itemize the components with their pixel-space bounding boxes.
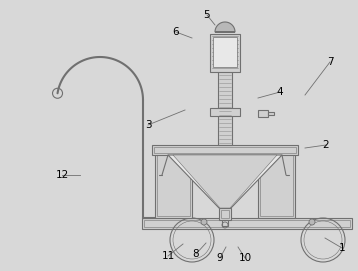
Bar [152,145,298,155]
Text: 10: 10 [238,253,252,263]
Bar [144,220,350,227]
Bar [142,218,352,229]
Bar [260,152,293,216]
Bar [258,150,295,218]
Circle shape [309,219,315,225]
Polygon shape [215,22,235,32]
Bar [157,152,190,216]
Bar [268,112,274,115]
Polygon shape [168,155,282,208]
Text: 3: 3 [145,120,151,130]
Text: 9: 9 [217,253,223,263]
Circle shape [201,219,207,225]
Text: 2: 2 [323,140,329,150]
Text: 12: 12 [55,170,69,180]
Text: 4: 4 [277,87,283,97]
Bar [154,147,296,153]
Text: 6: 6 [173,27,179,37]
Text: 5: 5 [204,10,210,20]
Text: 8: 8 [193,249,199,259]
Polygon shape [173,155,277,208]
Text: 7: 7 [327,57,333,67]
Text: 11: 11 [161,251,175,261]
Bar [213,37,237,67]
Bar [155,150,192,218]
Bar [258,110,268,117]
Bar [210,108,240,116]
Bar [221,210,229,218]
Bar [219,208,231,220]
Bar [210,34,240,72]
Text: 1: 1 [339,243,345,253]
Bar [218,70,232,145]
Bar [222,220,228,226]
